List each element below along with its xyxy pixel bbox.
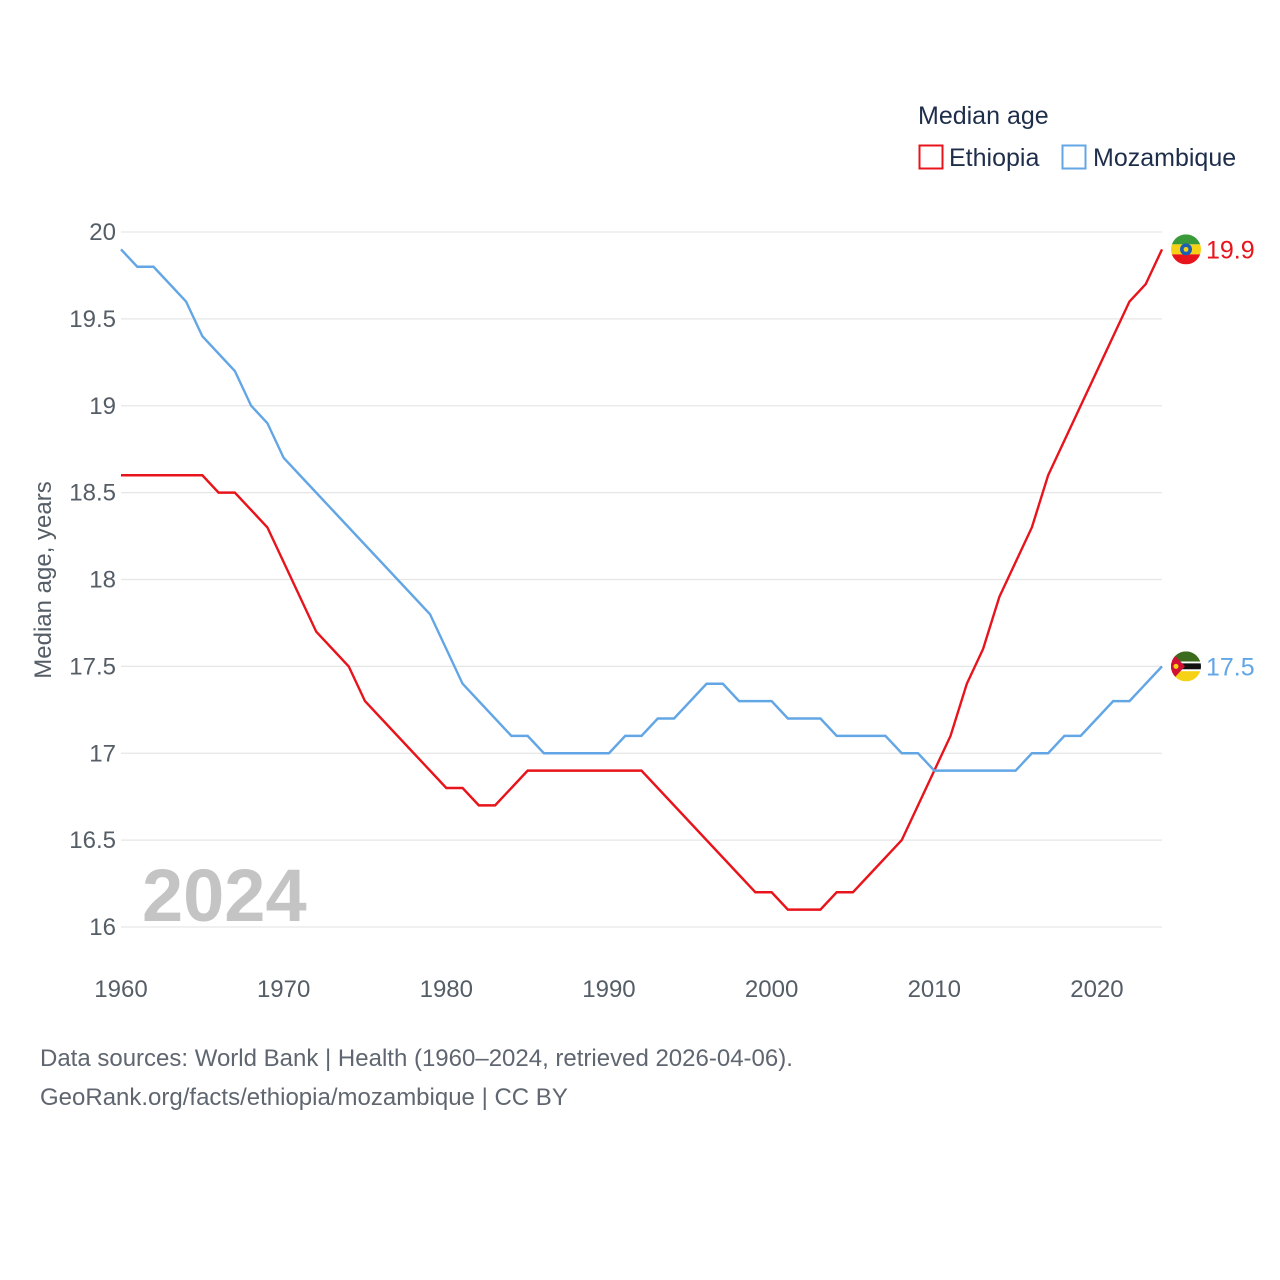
- x-tick-label: 2020: [1070, 976, 1123, 1003]
- legend-swatch-mozambique: [1061, 144, 1087, 170]
- legend-label-mozambique: Mozambique: [1093, 144, 1236, 172]
- mozambique-end-value: 17.5: [1206, 653, 1255, 681]
- y-axis-label: Median age, years: [30, 481, 57, 678]
- legend-label-ethiopia: Ethiopia: [949, 144, 1039, 172]
- series-line-mozambique: [120, 248, 1163, 772]
- y-tick-label: 18: [89, 567, 116, 594]
- x-axis-ticks: 1960 1970 1980 1990 2000 2010 2020: [94, 976, 1123, 1003]
- y-tick-label: 19: [89, 393, 116, 420]
- end-markers: 19.9 17.5: [1171, 234, 1255, 682]
- year-watermark: 2024: [142, 854, 307, 937]
- data-sources-text: Data sources: World Bank | Health (1960–…: [40, 1045, 793, 1072]
- y-tick-label: 17: [89, 740, 116, 767]
- y-tick-label: 18.5: [69, 480, 116, 507]
- x-tick-label: 2000: [745, 976, 798, 1003]
- y-tick-label: 19.5: [69, 306, 116, 333]
- y-tick-label: 17.5: [69, 653, 116, 680]
- legend-title: Median age: [918, 102, 1049, 130]
- x-tick-label: 1960: [94, 976, 147, 1003]
- x-tick-label: 1970: [257, 976, 310, 1003]
- legend-swatch-ethiopia: [918, 144, 944, 170]
- grid-lines: [121, 231, 1162, 928]
- y-tick-label: 16.5: [69, 827, 116, 854]
- y-axis-ticks: 16 16.5 17 17.5 18 18.5 19 19.5 20: [69, 219, 116, 941]
- credit-link[interactable]: GeoRank.org/facts/ethiopia/mozambique | …: [40, 1084, 568, 1111]
- x-tick-label: 1980: [420, 976, 473, 1003]
- mozambique-flag-icon: [1171, 651, 1201, 682]
- y-tick-label: 20: [89, 219, 116, 246]
- ethiopia-flag-icon: [1171, 234, 1201, 265]
- y-tick-label: 16: [89, 914, 116, 941]
- legend: Median age Ethiopia Mozambique: [918, 102, 1236, 172]
- series-lines: [120, 248, 1164, 911]
- ethiopia-end-value: 19.9: [1206, 236, 1255, 264]
- x-tick-label: 1990: [582, 976, 635, 1003]
- x-tick-label: 2010: [908, 976, 961, 1003]
- series-line-ethiopia: [121, 248, 1164, 911]
